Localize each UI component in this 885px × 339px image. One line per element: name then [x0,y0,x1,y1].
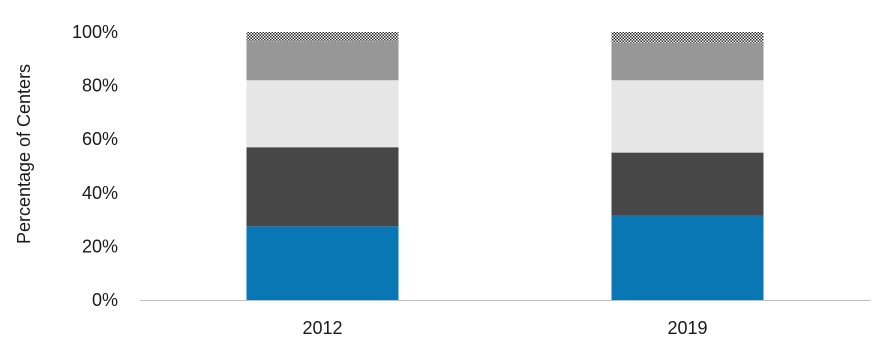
y-axis-title: Percentage of Centers [14,64,34,244]
y-tick-label: 0% [92,290,118,310]
bar-segment-2019-5 [611,32,764,43]
bar-segment-2012-1 [246,226,399,300]
bar-segment-2012-5 [246,32,399,42]
bar-segment-2019-4 [611,42,764,81]
x-tick-label: 2012 [302,318,342,338]
bar-segment-2012-3 [246,80,399,148]
y-tick-label: 80% [82,76,118,96]
bar-segment-2019-3 [611,80,764,153]
bar-segment-2019-2 [611,152,764,216]
bar-segment-2012-4 [246,41,399,81]
y-tick-label: 40% [82,183,118,203]
x-tick-label: 2019 [667,318,707,338]
bar-segment-2012-2 [246,147,399,227]
y-tick-label: 20% [82,236,118,256]
bar-segment-2019-1 [611,215,764,300]
y-tick-label: 60% [82,129,118,149]
bars [246,32,764,300]
x-axis-ticks: 2012 2019 [302,318,707,338]
y-tick-label: 100% [72,22,118,42]
y-axis-ticks: 0% 20% 40% 60% 80% 100% [72,22,118,310]
